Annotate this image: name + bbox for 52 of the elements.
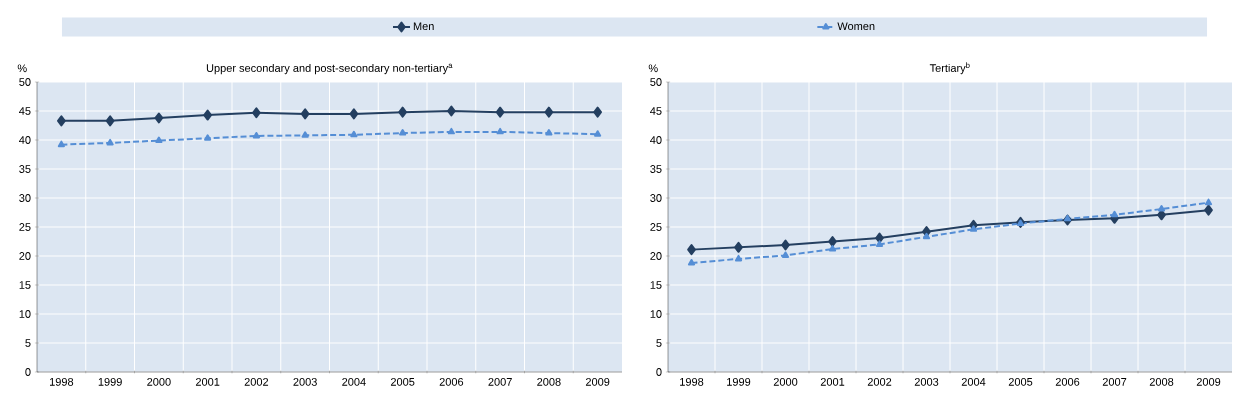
x-tick-label: 2005 [390,377,415,386]
chart-title: Upper secondary and post-secondary non-tertiary$^{a}$ [206,63,453,75]
x-tick-label: 2008 [1149,377,1174,386]
y-tick-label: 0 [25,368,31,376]
x-tick-label: 2001 [195,377,220,386]
x-tick-label: 2009 [1196,377,1221,386]
legend-label: Women [837,22,875,31]
y-tick-label: 25 [19,223,31,231]
x-tick-label: 2006 [1055,377,1080,386]
y-axis-title: % [648,64,658,73]
x-tick-label: 2006 [439,377,464,386]
y-tick-label: 5 [25,339,31,347]
x-tick-label: 2003 [293,377,317,386]
y-tick-label: 20 [19,252,31,260]
y-tick-label: 30 [650,194,662,202]
y-tick-label: 10 [650,310,662,318]
y-tick-label: 50 [650,78,662,86]
x-tick-label: 2004 [342,377,366,386]
y-tick-label: 15 [650,281,662,289]
x-tick-label: 2002 [867,377,892,386]
y-tick-label: 5 [656,339,662,347]
y-tick-label: 30 [19,194,31,202]
x-tick-label: 1999 [727,377,751,386]
y-tick-label: 40 [19,136,31,144]
y-tick-label: 15 [19,281,31,289]
chart-title: Tertiary$^{b}$ [929,62,970,75]
x-tick-label: 2000 [147,377,171,386]
y-tick-label: 45 [19,107,31,115]
y-tick-label: 0 [656,368,662,376]
y-tick-label: 45 [650,107,662,115]
y-tick-label: 25 [650,223,662,231]
y-tick-label: 35 [19,165,31,173]
x-tick-label: 1999 [98,377,122,386]
x-tick-label: 2009 [585,377,610,386]
x-tick-label: 1998 [680,377,704,386]
x-tick-label: 2007 [1102,377,1127,386]
x-tick-label: 2005 [1008,377,1033,386]
x-tick-label: 2003 [914,377,939,386]
x-tick-label: 2001 [820,377,845,386]
y-tick-label: 40 [650,136,662,144]
y-axis-title: % [17,64,27,73]
legend-label: Men [413,22,434,31]
x-tick-label: 2007 [488,377,512,386]
x-tick-label: 1998 [49,377,74,386]
x-tick-label: 2002 [244,377,269,386]
y-tick-label: 35 [650,165,662,173]
y-tick-label: 50 [19,78,31,86]
x-tick-label: 2000 [773,377,798,386]
y-tick-label: 10 [19,310,31,318]
x-tick-label: 2004 [961,377,986,386]
y-tick-label: 20 [650,252,662,260]
x-tick-label: 2008 [537,377,561,386]
